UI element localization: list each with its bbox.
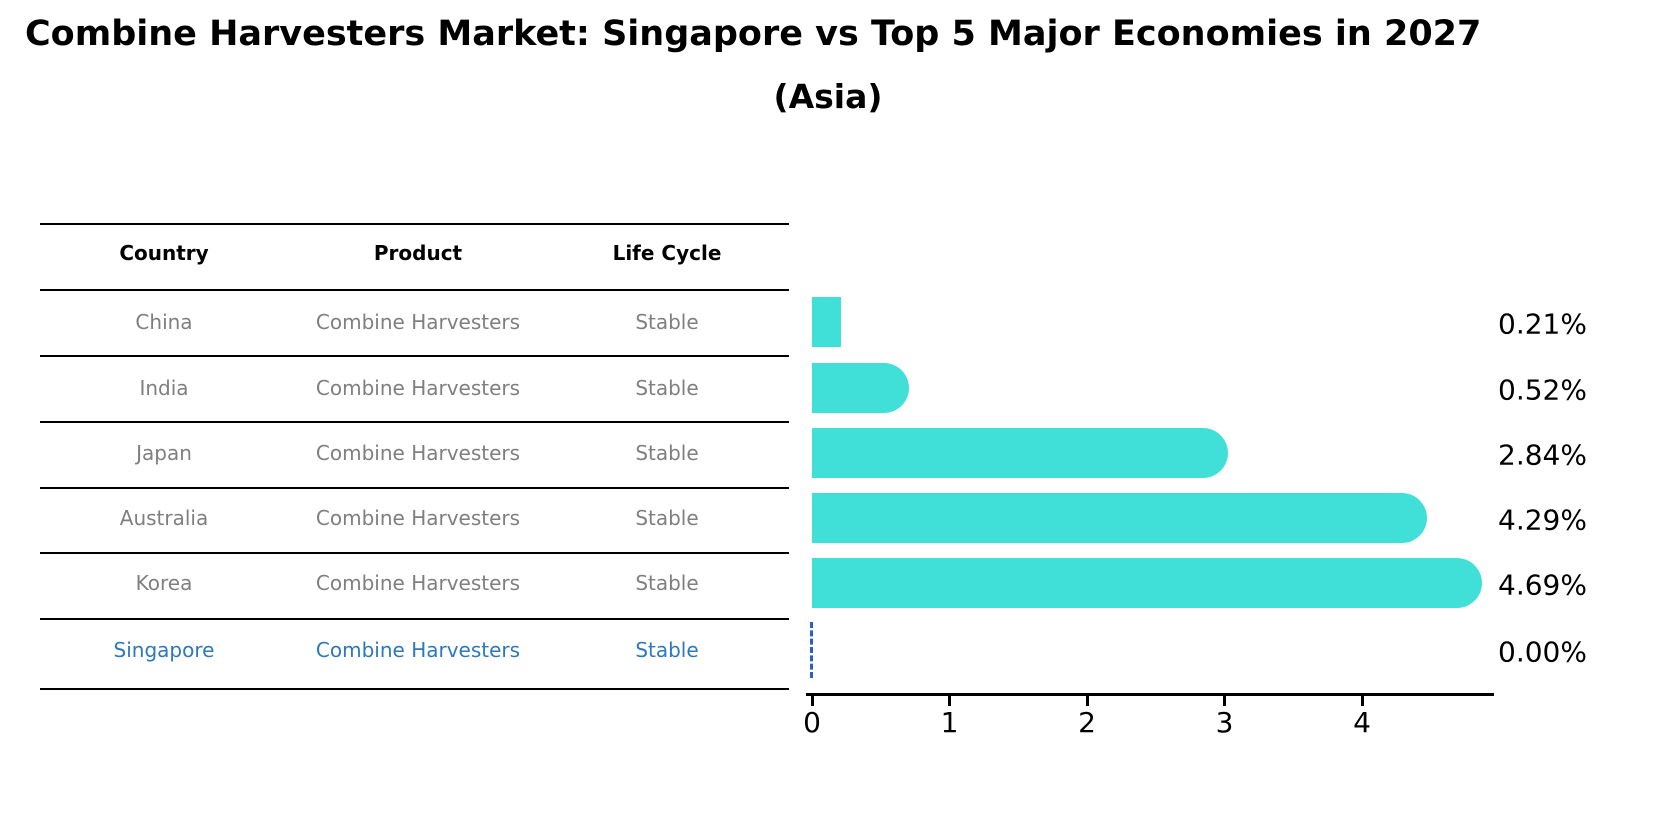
chart-title: Combine Harvesters Market: Singapore vs … (25, 14, 1482, 54)
table-divider-line (40, 223, 789, 225)
x-axis-tick-label: 1 (940, 706, 959, 739)
bar-korea (812, 558, 1482, 608)
cell-singapore-country: Singapore (113, 638, 215, 662)
table-divider-line (40, 688, 789, 690)
x-axis-tick (948, 696, 951, 706)
table-divider-line (40, 421, 789, 423)
bar-australia (812, 493, 1427, 543)
x-axis-tick-label: 4 (1353, 706, 1371, 739)
column-header-product: Product (373, 241, 463, 265)
cell-china-product: Combine Harvesters (315, 310, 521, 334)
cell-india-life-cycle: Stable (635, 376, 699, 400)
bar-china (812, 297, 841, 347)
cell-japan-life-cycle: Stable (635, 441, 699, 465)
cell-japan-country: Japan (136, 441, 192, 465)
chart-subtitle: (Asia) (773, 77, 883, 116)
bar-india (812, 363, 909, 413)
value-label-korea: 4.69% (1498, 568, 1587, 602)
cell-china-country: China (135, 310, 193, 334)
table-divider-line (40, 355, 789, 357)
table-divider-line (40, 289, 789, 291)
cell-china-life-cycle: Stable (635, 310, 699, 334)
table-divider-line (40, 618, 789, 620)
value-label-australia: 4.29% (1498, 503, 1587, 537)
x-axis (806, 693, 1494, 696)
x-axis-tick (810, 696, 814, 706)
table-divider-line (40, 487, 789, 489)
x-axis-tick-label: 0 (803, 706, 821, 739)
x-axis-tick (1360, 696, 1364, 706)
x-axis-tick-label: 3 (1215, 706, 1234, 739)
zero-marker-singapore (810, 622, 813, 678)
cell-korea-life-cycle: Stable (635, 571, 699, 595)
cell-singapore-product: Combine Harvesters (315, 638, 521, 662)
cell-australia-product: Combine Harvesters (315, 506, 521, 530)
cell-india-country: India (139, 376, 189, 400)
bar-japan (812, 428, 1228, 478)
x-axis-tick-label: 2 (1078, 706, 1096, 739)
cell-japan-product: Combine Harvesters (315, 441, 521, 465)
cell-korea-product: Combine Harvesters (315, 571, 521, 595)
table-divider-line (40, 552, 789, 554)
value-label-india: 0.52% (1498, 373, 1587, 407)
cell-korea-country: Korea (135, 571, 193, 595)
x-axis-tick (1085, 696, 1089, 706)
value-label-singapore: 0.00% (1498, 635, 1587, 669)
cell-australia-life-cycle: Stable (635, 506, 699, 530)
cell-singapore-life-cycle: Stable (635, 638, 699, 662)
value-label-china: 0.21% (1498, 307, 1587, 341)
value-label-japan: 2.84% (1498, 438, 1587, 472)
x-axis-tick (1223, 696, 1226, 706)
column-header-country: Country (119, 241, 209, 265)
cell-australia-country: Australia (119, 506, 209, 530)
column-header-life-cycle: Life Cycle (612, 241, 722, 265)
cell-india-product: Combine Harvesters (315, 376, 521, 400)
